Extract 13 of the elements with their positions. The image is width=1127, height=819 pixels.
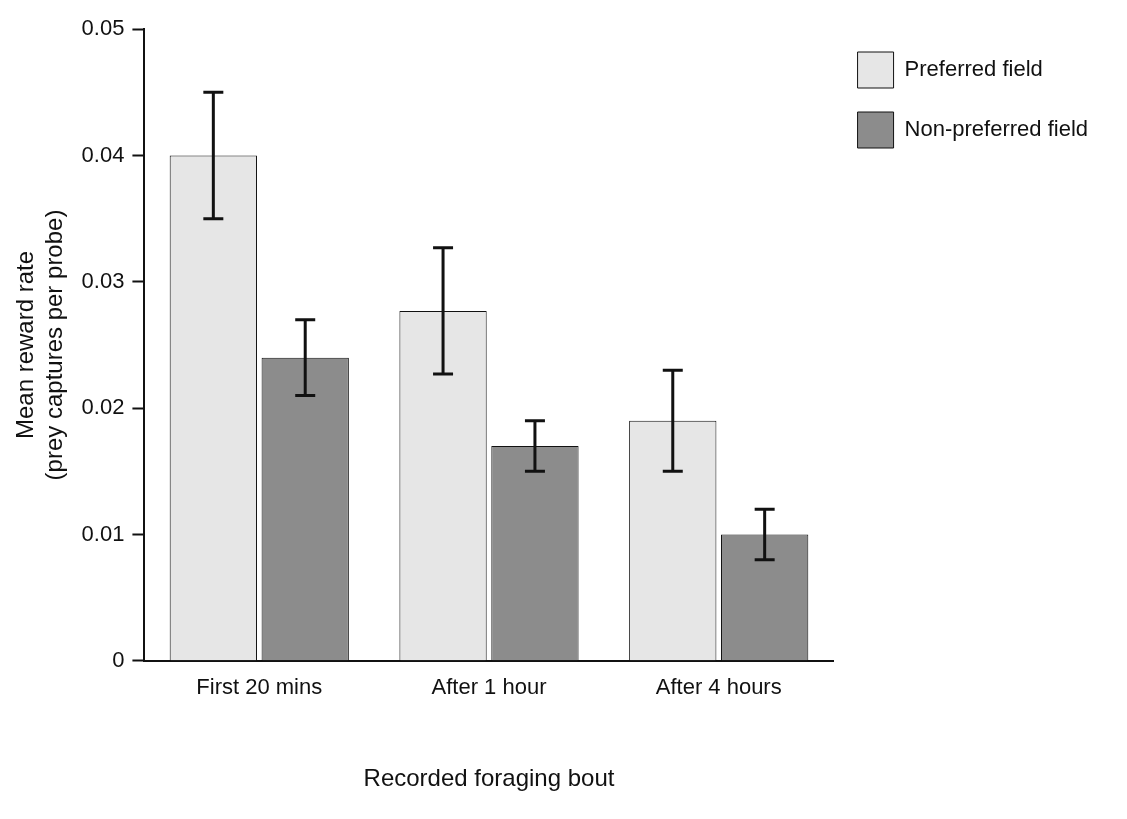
x-tick-label: First 20 mins xyxy=(196,674,323,700)
legend-label: Preferred field xyxy=(904,56,1043,82)
x-tick-label: After 1 hour xyxy=(431,674,547,700)
y-tick-label: 0.03 xyxy=(81,267,125,293)
x-axis-title: Recorded foraging bout xyxy=(363,764,615,792)
y-tick-label: 0.02 xyxy=(81,394,125,420)
y-tick-label: 0.01 xyxy=(81,520,125,546)
y-axis-title: Mean reward rate (prey captures per probe) xyxy=(11,209,67,481)
y-tick-label: 0 xyxy=(112,646,125,672)
legend-label: Non-preferred field xyxy=(904,116,1089,142)
y-tick-label: 0.04 xyxy=(81,141,125,167)
y-tick-label: 0.05 xyxy=(81,15,125,41)
x-tick-label: After 4 hours xyxy=(655,674,782,700)
